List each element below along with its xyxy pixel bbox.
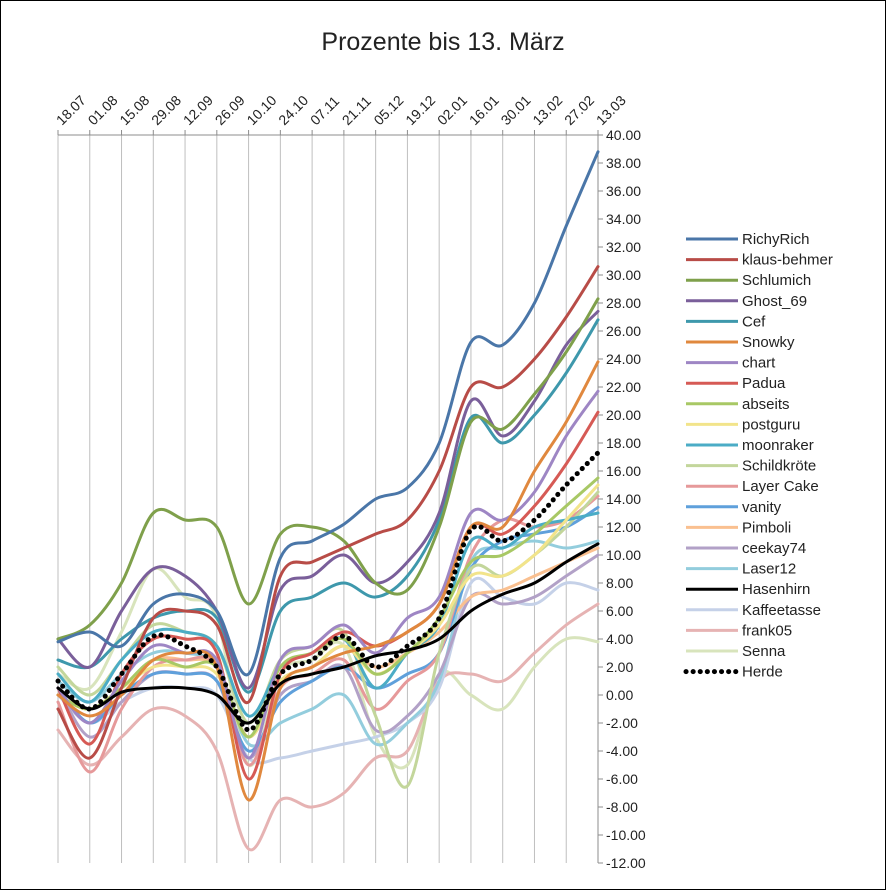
- y-tick-label: 4.00: [606, 631, 633, 647]
- y-tick-label: 18.00: [606, 435, 641, 451]
- y-tick-label: 20.00: [606, 407, 641, 423]
- legend-label: Ghost_69: [742, 293, 807, 310]
- x-tick-label: 07.11: [307, 93, 343, 129]
- y-tick-label: -10.00: [606, 827, 646, 843]
- legend-label: moonraker: [742, 437, 814, 454]
- x-tick-label: 29.08: [148, 92, 184, 128]
- x-tick-label: 05.12: [370, 92, 406, 128]
- x-tick-label: 13.02: [529, 92, 565, 128]
- x-tick-label: 10.10: [243, 92, 279, 128]
- x-tick-label: 01.08: [85, 92, 121, 128]
- x-tick-label: 16.01: [466, 92, 502, 128]
- chart-title: Prozente bis 13. März: [321, 28, 565, 56]
- y-tick-label: 34.00: [606, 211, 641, 227]
- series-line-postguru: [56, 483, 600, 739]
- legend-label: Schildkröte: [742, 458, 816, 475]
- x-tick-label: 19.12: [402, 92, 438, 128]
- series-line-frank05: [56, 602, 600, 852]
- series-line-schlumich: [56, 297, 600, 641]
- series-line-herde: [55, 450, 601, 733]
- y-tick-label: -4.00: [606, 743, 638, 759]
- y-tick-label: 8.00: [606, 575, 633, 591]
- y-axis: -12.00 -10.00 -8.00 -6.00 -4.00 -2.00 0.00 2.00…: [597, 127, 646, 871]
- legend-label: postguru: [742, 416, 800, 433]
- y-tick-label: 28.00: [606, 295, 641, 311]
- series-line-snowky: [56, 360, 600, 802]
- legend-label: Snowky: [742, 334, 795, 351]
- x-tick-label: 13.03: [593, 92, 629, 128]
- y-tick-label: 30.00: [606, 267, 641, 283]
- series-line-richyrich: [56, 150, 600, 677]
- legend-label: Senna: [742, 643, 786, 660]
- y-tick-label: 16.00: [606, 463, 641, 479]
- legend-label: ceekay74: [742, 540, 806, 557]
- y-tick-label: 14.00: [606, 491, 641, 507]
- y-tick-label: -2.00: [606, 715, 638, 731]
- y-tick-label: 22.00: [606, 379, 641, 395]
- x-tick-label: 21.11: [339, 93, 375, 129]
- series-line-chart: [56, 389, 600, 760]
- x-tick-label: 27.02: [561, 92, 597, 128]
- legend-label: klaus-behmer: [742, 252, 833, 269]
- x-tick-label: 26.09: [212, 92, 248, 128]
- y-tick-label: 12.00: [606, 519, 641, 535]
- legend-label: chart: [742, 355, 776, 372]
- y-tick-label: 38.00: [606, 155, 641, 171]
- legend-label: Layer Cake: [742, 478, 819, 495]
- legend-label: Herde: [742, 664, 783, 681]
- y-tick-label: 32.00: [606, 239, 641, 255]
- x-tick-label: 12.09: [180, 92, 216, 128]
- series-line-ghost-69: [56, 309, 600, 690]
- series-lines: [55, 150, 601, 852]
- legend: RichyRich klaus-behmer Schlumich Ghost_69 Ce…: [683, 231, 833, 681]
- series-line-padua: [56, 410, 600, 781]
- legend-label: Hasenhirn: [742, 581, 810, 598]
- x-tick-label: 15.08: [116, 92, 152, 128]
- x-tick-label: 02.01: [434, 92, 470, 128]
- series-line-hasenhirn: [56, 542, 600, 725]
- x-tick-label: 18.07: [53, 92, 89, 128]
- series-line-klaus-behmer: [56, 265, 600, 760]
- legend-label: vanity: [742, 499, 782, 516]
- y-tick-label: 10.00: [606, 547, 641, 563]
- y-tick-label: 2.00: [606, 659, 633, 675]
- y-tick-label: 24.00: [606, 351, 641, 367]
- legend-label: Padua: [742, 375, 786, 392]
- legend-label: Pimboli: [742, 519, 791, 536]
- y-tick-label: 36.00: [606, 183, 641, 199]
- y-tick-label: -6.00: [606, 771, 638, 787]
- y-tick-label: 40.00: [606, 127, 641, 143]
- x-tick-label: 24.10: [275, 92, 311, 128]
- y-tick-label: 0.00: [606, 687, 633, 703]
- x-gridlines: [57, 135, 599, 863]
- y-tick-label: -12.00: [606, 855, 646, 871]
- legend-label: abseits: [742, 396, 790, 413]
- x-axis: 18.0701.0815.0829.0812.0926.0910.1024.10…: [53, 92, 629, 136]
- y-tick-label: 26.00: [606, 323, 641, 339]
- y-tick-label: 6.00: [606, 603, 633, 619]
- legend-label: Cef: [742, 313, 766, 330]
- legend-label: Schlumich: [742, 272, 811, 289]
- legend-label: RichyRich: [742, 231, 810, 248]
- legend-label: frank05: [742, 622, 792, 639]
- legend-label: Laser12: [742, 561, 796, 578]
- y-tick-label: -8.00: [606, 799, 638, 815]
- x-tick-label: 30.01: [498, 92, 534, 128]
- legend-label: Kaffeetasse: [742, 602, 821, 619]
